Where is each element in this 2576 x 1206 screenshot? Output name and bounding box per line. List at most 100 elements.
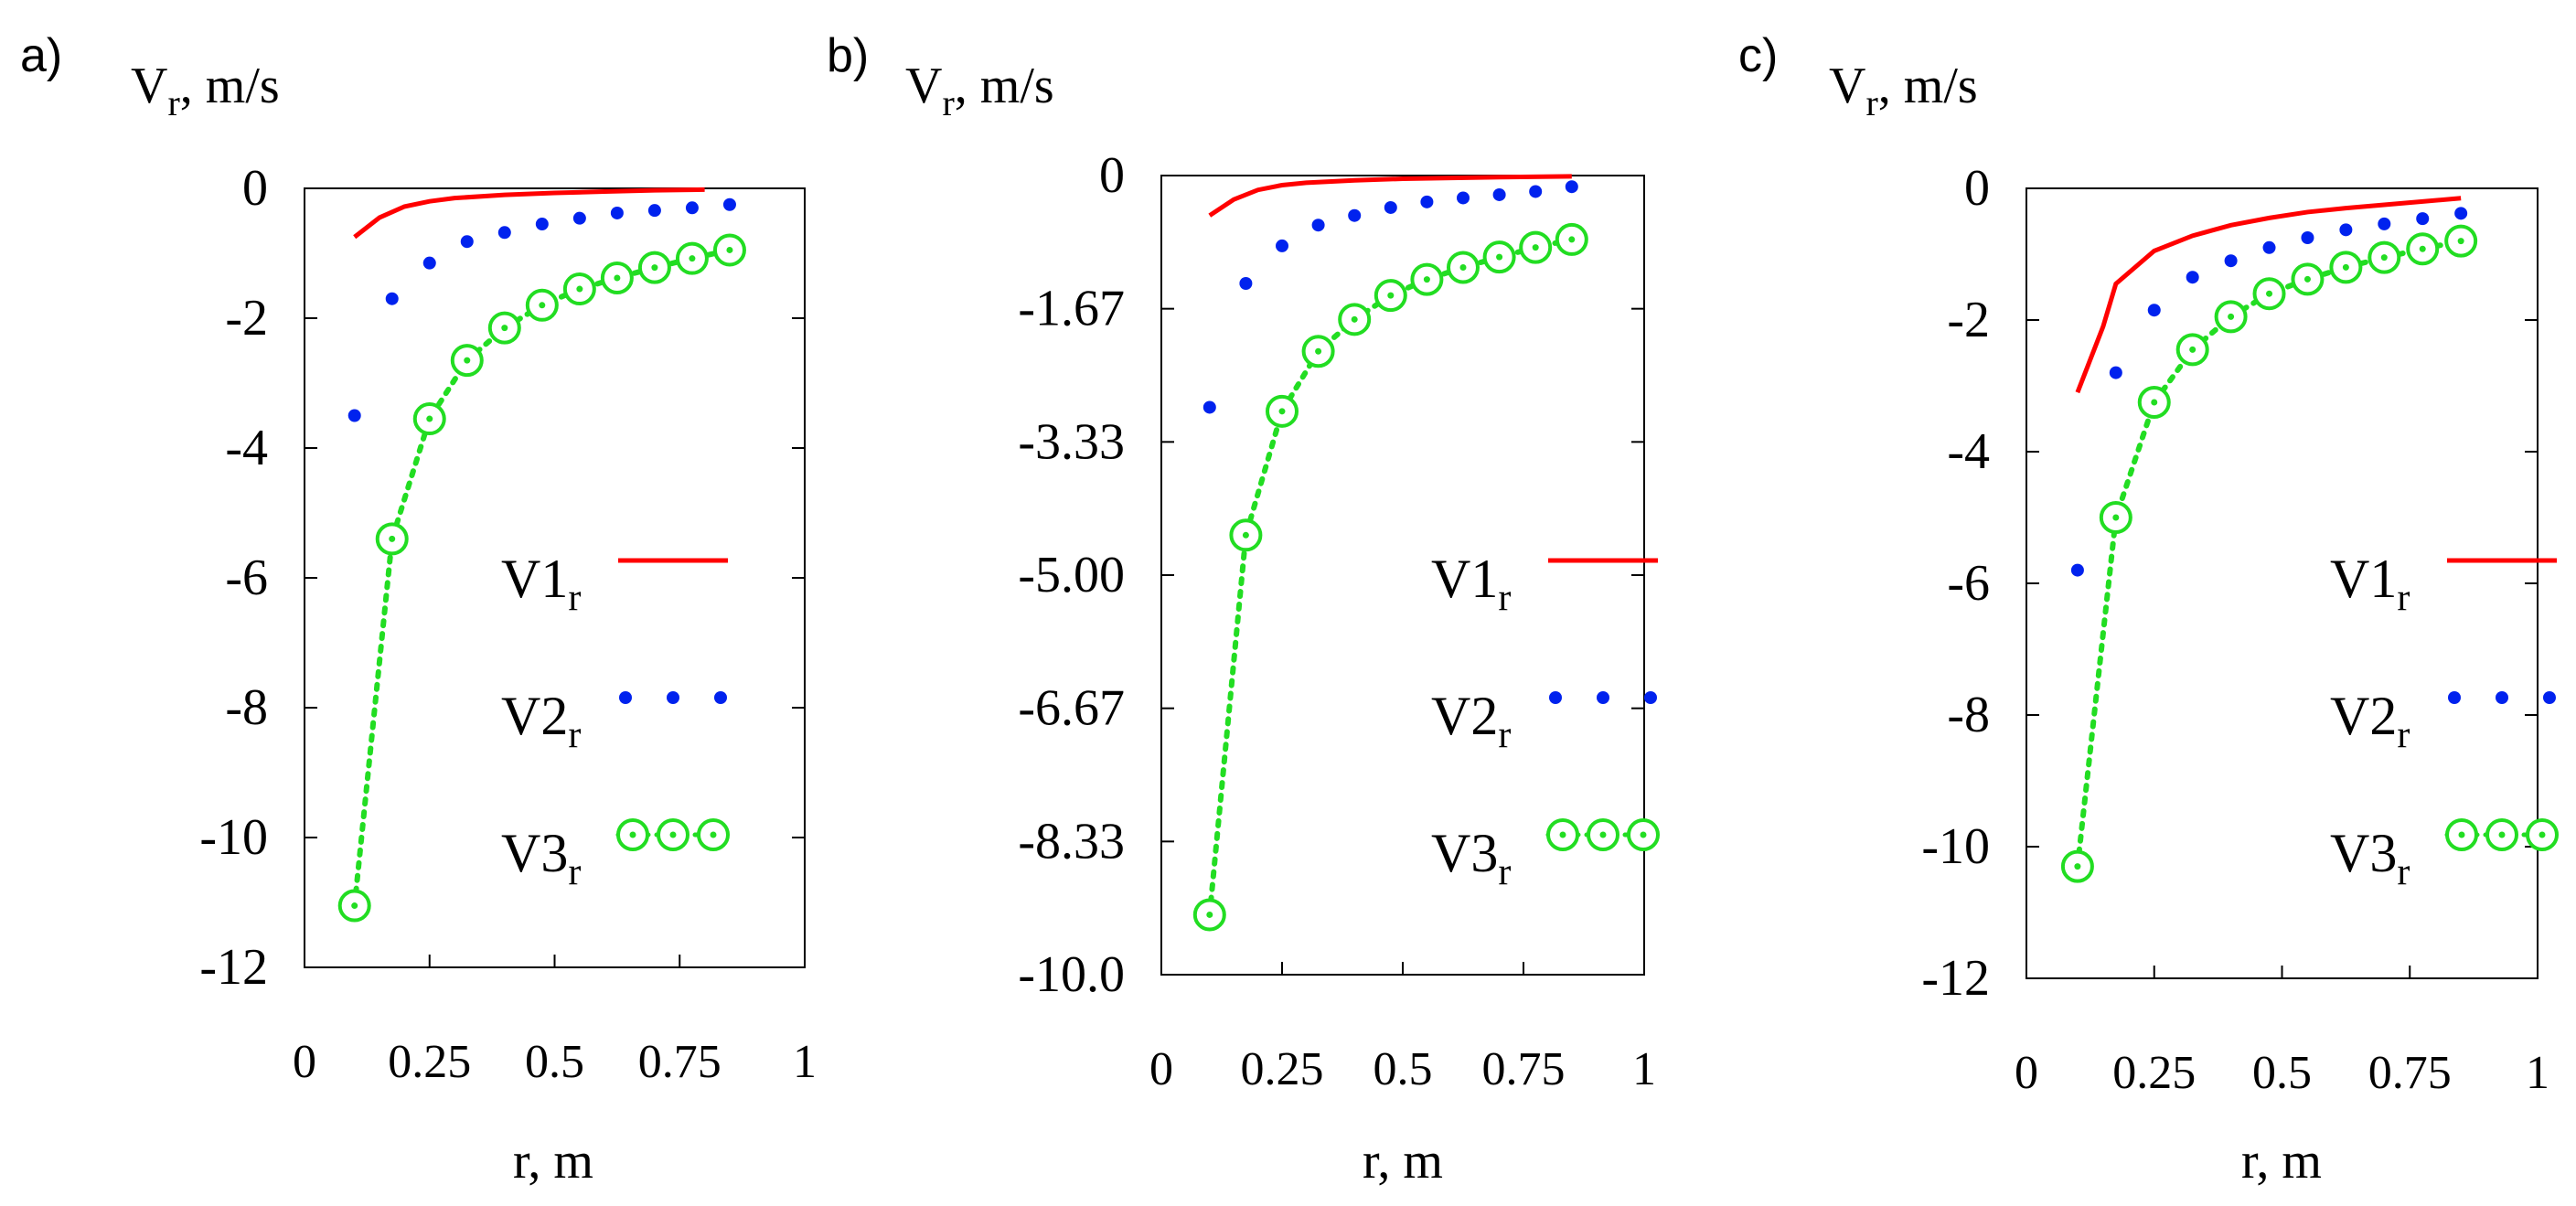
- data-point: [2186, 271, 2199, 284]
- data-point: [1311, 219, 1325, 232]
- data-point: [2070, 563, 2084, 577]
- series-v3: V3r: [2060, 224, 2560, 893]
- y-tick-label: -6: [1947, 555, 1990, 612]
- y-tick-label: -5.00: [1018, 547, 1125, 603]
- data-point-center: [2074, 863, 2081, 870]
- legend-swatch-dot: [619, 691, 632, 704]
- x-tick-label: 0: [2015, 1047, 2038, 1099]
- y-tick-label: -2: [225, 290, 268, 347]
- data-point-center: [1459, 264, 1467, 272]
- legend-swatch-dot: [2496, 691, 2508, 704]
- x-tick-label: 1: [2526, 1047, 2549, 1099]
- data-point: [422, 256, 436, 270]
- y-axis-label-main: V: [905, 58, 942, 114]
- y-axis-label: Vr, m/s: [131, 58, 280, 123]
- data-point: [685, 201, 699, 215]
- legend-label-subscript: r: [568, 851, 581, 893]
- data-point-center: [2266, 290, 2273, 297]
- data-point: [2262, 240, 2276, 254]
- legend-swatch-marker-center: [1599, 831, 1607, 838]
- y-tick-label: -10: [199, 809, 268, 866]
- legend-label-subscript: r: [568, 577, 581, 619]
- data-point: [647, 204, 661, 218]
- legend-swatch-dot: [1644, 691, 1657, 704]
- y-axis-label-subscript: r: [167, 82, 179, 123]
- legend-label: V2r: [501, 686, 581, 756]
- panel-label: c): [1738, 29, 1778, 82]
- legend-swatch-dot: [1549, 691, 1562, 704]
- panel-1: a)Vr, m/s0-2-4-6-8-10-120 0.25 0.5 0.75 1r, …: [20, 29, 817, 1190]
- y-tick-label: 0: [242, 160, 268, 217]
- legend-swatch-marker-center: [669, 831, 677, 838]
- y-axis-label-subscript: r: [1865, 82, 1877, 123]
- legend-swatch-marker-center: [1640, 831, 1647, 838]
- x-tick-label: 0.75: [638, 1036, 721, 1088]
- series-v1: V1r: [2075, 196, 2557, 619]
- legend-label: V3r: [2330, 823, 2410, 893]
- data-point: [1202, 400, 1216, 414]
- legend-label-name: V1: [1431, 549, 1498, 609]
- series-v1: V1r: [1208, 174, 1658, 619]
- data-point: [2378, 217, 2391, 230]
- data-point: [2224, 254, 2238, 268]
- y-tick-label: -4: [1947, 423, 1990, 480]
- legend-label-subscript: r: [1498, 714, 1511, 756]
- data-point-center: [576, 285, 583, 293]
- legend-label-name: V3: [1431, 823, 1498, 883]
- x-tick-label: 0.25: [1241, 1043, 1324, 1095]
- data-point-center: [1315, 347, 1322, 355]
- data-point-center: [1278, 408, 1286, 415]
- legend-label-subscript: r: [1498, 577, 1511, 619]
- series-v2: V2r: [1202, 180, 1657, 756]
- legend-label-name: V2: [1431, 686, 1498, 746]
- y-tick-label: -8: [225, 679, 268, 736]
- legend-label-name: V1: [2330, 549, 2397, 609]
- data-point: [2339, 223, 2353, 237]
- legend-label-subscript: r: [568, 714, 581, 756]
- data-point: [2147, 304, 2161, 317]
- data-point-center: [1496, 253, 1503, 261]
- x-tick-label: 0.75: [2368, 1047, 2452, 1099]
- series-line: [1208, 174, 1572, 218]
- data-point: [460, 235, 474, 249]
- series-v2: V2r: [2070, 207, 2556, 756]
- data-point: [2301, 231, 2314, 244]
- y-tick-label: -2: [1947, 292, 1990, 348]
- panel-label: b): [827, 29, 869, 82]
- data-point-center: [726, 246, 733, 253]
- data-point: [1276, 239, 1288, 252]
- x-tick-label: 1: [793, 1036, 817, 1088]
- data-point: [385, 292, 399, 305]
- legend-label-name: V1: [501, 549, 568, 609]
- data-point: [1348, 208, 1362, 222]
- y-tick-label: -12: [1921, 950, 1990, 1007]
- legend-swatch-marker-center: [2539, 831, 2546, 838]
- data-point: [1529, 185, 1543, 198]
- data-point: [572, 211, 586, 225]
- y-tick-label: -10: [1921, 818, 1990, 875]
- y-axis-label-subscript: r: [942, 82, 954, 123]
- data-point-center: [2112, 514, 2120, 521]
- y-tick-label: -6: [225, 550, 268, 606]
- legend-label: V3r: [1431, 823, 1511, 893]
- data-point: [1457, 191, 1470, 205]
- legend-label-name: V3: [501, 823, 568, 883]
- legend-swatch-dot: [714, 691, 727, 704]
- panel-3: c)Vr, m/s0-2-4-6-8-10-120 0.25 0.5 0.75 1r, …: [1738, 29, 2560, 1190]
- x-tick-label: 0.25: [388, 1036, 471, 1088]
- x-tick-label: 0.25: [2112, 1047, 2196, 1099]
- data-point-center: [1568, 236, 1576, 243]
- data-point: [497, 226, 511, 240]
- data-point-center: [2457, 238, 2464, 245]
- data-point: [722, 197, 736, 211]
- data-point-center: [1206, 911, 1213, 918]
- data-point-center: [651, 264, 658, 272]
- x-tick-label: 0: [293, 1036, 316, 1088]
- x-tick-label: 1: [1632, 1043, 1656, 1095]
- x-tick-label: 0.75: [1482, 1043, 1566, 1095]
- legend-label: V2r: [2330, 686, 2410, 756]
- data-point: [610, 206, 624, 219]
- series-v3: V3r: [337, 233, 746, 923]
